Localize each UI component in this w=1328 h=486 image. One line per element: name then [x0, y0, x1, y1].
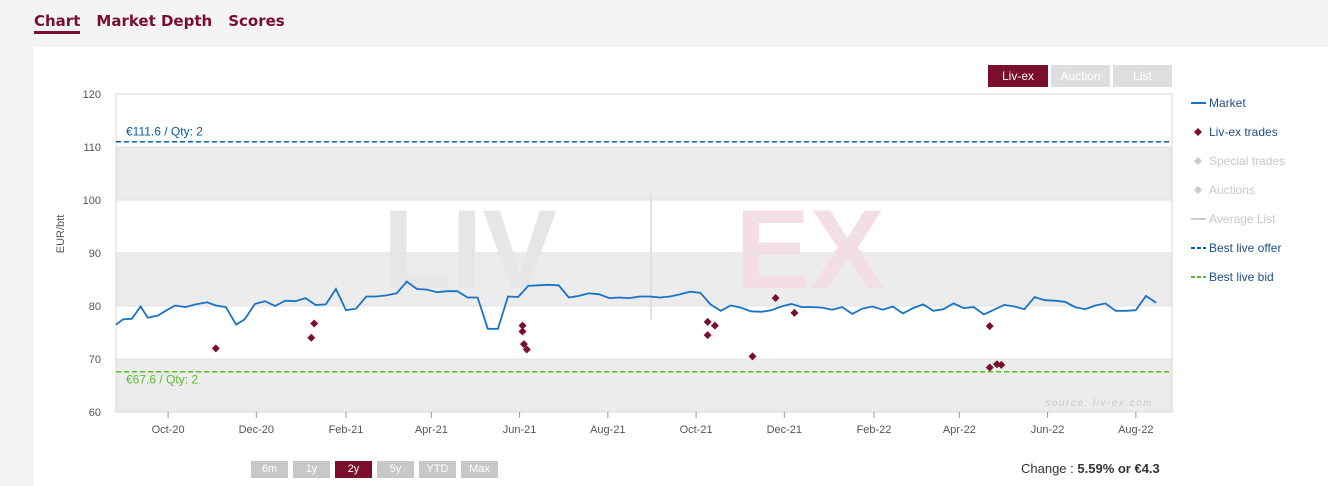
tab-scores[interactable]: Scores: [228, 12, 285, 30]
range-max-button[interactable]: Max: [461, 461, 498, 478]
range-5y-button[interactable]: 5y: [377, 461, 414, 478]
change-value: 5.59% or €4.3: [1077, 461, 1160, 476]
range-2y-button[interactable]: 2y: [335, 461, 372, 478]
source-livex-button[interactable]: Liv-ex: [988, 65, 1048, 87]
source-list-button[interactable]: List: [1113, 65, 1172, 87]
range-6m-button[interactable]: 6m: [251, 461, 288, 478]
range-selector: 6m 1y 2y 5y YTD Max: [251, 461, 503, 478]
source-auction-button[interactable]: Auction: [1051, 65, 1110, 87]
source-toggle: Liv-ex Auction List: [988, 65, 1175, 87]
range-ytd-button[interactable]: YTD: [419, 461, 456, 478]
price-change: Change : 5.59% or €4.3: [1021, 461, 1160, 476]
view-tabs: Chart Market Depth Scores: [34, 0, 301, 46]
change-label: Change :: [1021, 461, 1074, 476]
chart-panel: [34, 47, 1328, 486]
tab-chart[interactable]: Chart: [34, 0, 81, 34]
range-1y-button[interactable]: 1y: [293, 461, 330, 478]
tab-market-depth[interactable]: Market Depth: [96, 12, 213, 30]
